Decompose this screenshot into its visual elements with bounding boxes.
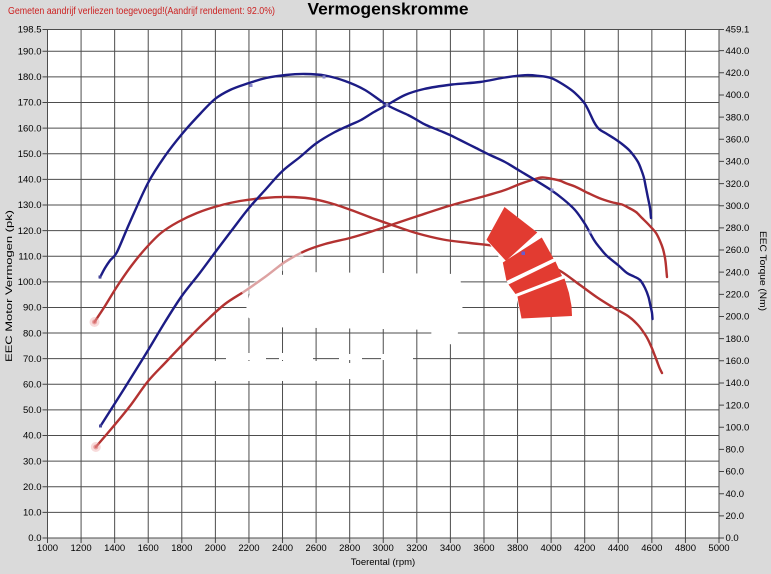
svg-text:20.0: 20.0 [23, 482, 42, 493]
svg-text:160.0: 160.0 [726, 356, 750, 367]
svg-text:100.0: 100.0 [18, 277, 42, 288]
svg-text:50.0: 50.0 [23, 405, 42, 416]
svg-text:20.0: 20.0 [726, 511, 745, 522]
svg-text:160.0: 160.0 [18, 123, 42, 134]
svg-text:150.0: 150.0 [18, 149, 42, 160]
svg-text:190.0: 190.0 [18, 46, 42, 57]
svg-text:1600: 1600 [138, 543, 159, 554]
svg-text:240.0: 240.0 [726, 267, 750, 278]
svg-text:30.0: 30.0 [23, 456, 42, 467]
svg-text:40.0: 40.0 [726, 489, 745, 500]
svg-text:3000: 3000 [373, 543, 394, 554]
svg-text:300.0: 300.0 [726, 201, 750, 212]
svg-text:198.5: 198.5 [18, 25, 42, 36]
svg-text:170.0: 170.0 [18, 98, 42, 109]
svg-text:360.0: 360.0 [726, 134, 750, 145]
svg-text:40.0: 40.0 [23, 431, 42, 442]
svg-text:420.0: 420.0 [726, 68, 750, 79]
svg-text:2400: 2400 [272, 543, 293, 554]
svg-text:2800: 2800 [339, 543, 360, 554]
svg-text:180.0: 180.0 [18, 72, 42, 83]
svg-text:340.0: 340.0 [726, 157, 750, 168]
svg-text:110.0: 110.0 [18, 251, 41, 262]
svg-text:120.0: 120.0 [18, 226, 42, 237]
svg-text:4800: 4800 [675, 543, 696, 554]
svg-text:60.0: 60.0 [23, 380, 42, 391]
svg-text:100.0: 100.0 [726, 422, 750, 433]
svg-text:2000: 2000 [205, 543, 226, 554]
svg-text:4400: 4400 [608, 543, 629, 554]
svg-text:260.0: 260.0 [726, 245, 750, 256]
svg-text:400.0: 400.0 [726, 90, 750, 101]
svg-text:90.0: 90.0 [23, 303, 42, 314]
svg-text:140.0: 140.0 [726, 378, 750, 389]
svg-text:0.0: 0.0 [28, 533, 41, 544]
svg-text:459.1: 459.1 [726, 25, 750, 36]
svg-text:4200: 4200 [574, 543, 595, 554]
svg-text:320.0: 320.0 [726, 179, 750, 190]
svg-text:380.0: 380.0 [726, 112, 750, 123]
svg-text:10.0: 10.0 [23, 508, 42, 519]
svg-text:220.0: 220.0 [726, 290, 750, 301]
svg-text:70.0: 70.0 [23, 354, 42, 365]
svg-text:180.0: 180.0 [726, 334, 750, 345]
svg-text:3600: 3600 [473, 543, 494, 554]
svg-text:Vermogenskromme: Vermogenskromme [308, 0, 469, 19]
svg-text:120.0: 120.0 [726, 400, 750, 411]
svg-text:4000: 4000 [541, 543, 562, 554]
svg-text:Gemeten aandrijf verliezen toe: Gemeten aandrijf verliezen toegevoegd!(A… [8, 6, 275, 17]
svg-text:1800: 1800 [171, 543, 192, 554]
svg-text:80.0: 80.0 [23, 328, 42, 339]
svg-text:1400: 1400 [104, 543, 125, 554]
svg-text:140.0: 140.0 [18, 175, 42, 186]
svg-text:3400: 3400 [440, 543, 461, 554]
svg-text:3800: 3800 [507, 543, 528, 554]
svg-text:2200: 2200 [238, 543, 259, 554]
svg-text:5000: 5000 [708, 543, 729, 554]
svg-text:440.0: 440.0 [726, 46, 750, 57]
svg-text:Toerental (rpm): Toerental (rpm) [351, 557, 415, 568]
svg-text:3200: 3200 [406, 543, 427, 554]
svg-text:EEC Motor Vermogen (pk): EEC Motor Vermogen (pk) [4, 210, 15, 362]
svg-text:280.0: 280.0 [726, 223, 750, 234]
svg-text:1200: 1200 [71, 543, 92, 554]
svg-text:130.0: 130.0 [18, 200, 42, 211]
svg-text:1000: 1000 [37, 543, 58, 554]
svg-text:80.0: 80.0 [726, 445, 745, 456]
svg-text:4600: 4600 [641, 543, 662, 554]
svg-text:60.0: 60.0 [726, 467, 745, 478]
svg-text:0.0: 0.0 [726, 533, 739, 544]
svg-text:200.0: 200.0 [726, 312, 750, 323]
svg-text:EEC Torque (Nm): EEC Torque (Nm) [757, 231, 768, 311]
svg-text:2600: 2600 [306, 543, 327, 554]
